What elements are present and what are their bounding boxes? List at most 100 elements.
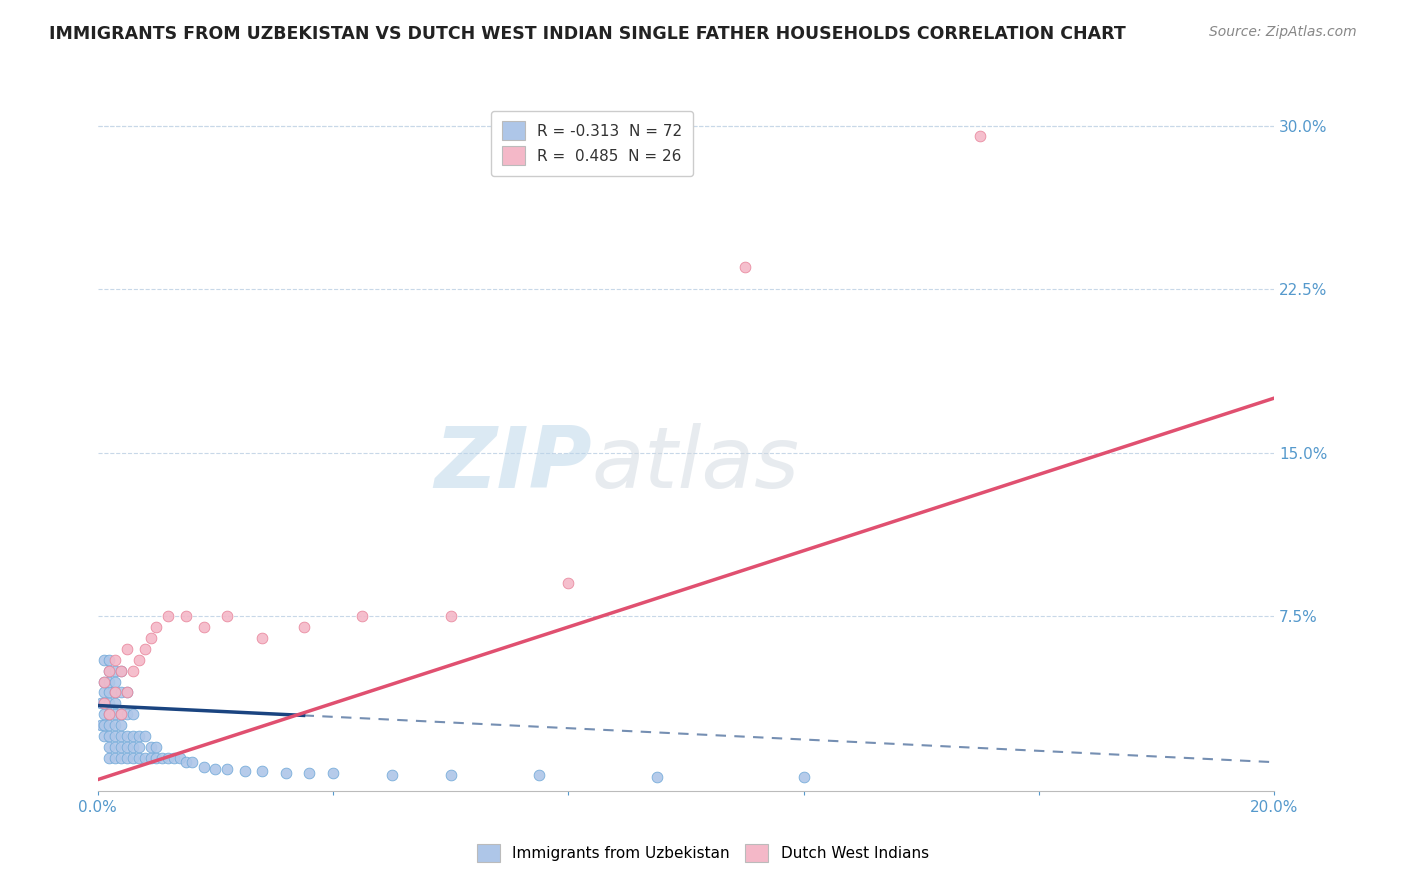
Point bbox=[93, 653, 115, 667]
Point bbox=[128, 653, 150, 667]
Point bbox=[274, 766, 297, 780]
Point bbox=[93, 674, 115, 689]
Point bbox=[90, 718, 112, 732]
Point bbox=[98, 685, 121, 699]
Point bbox=[233, 764, 256, 778]
Point bbox=[98, 674, 121, 689]
Point bbox=[157, 751, 180, 765]
Point bbox=[292, 620, 315, 634]
Point bbox=[104, 729, 127, 743]
Point bbox=[128, 729, 150, 743]
Point bbox=[98, 653, 121, 667]
Point bbox=[93, 696, 115, 710]
Point bbox=[145, 739, 167, 754]
Point bbox=[193, 620, 215, 634]
Point bbox=[93, 707, 115, 722]
Point bbox=[115, 729, 138, 743]
Point bbox=[145, 620, 167, 634]
Point bbox=[204, 762, 226, 776]
Point bbox=[352, 609, 374, 624]
Point bbox=[193, 759, 215, 773]
Point bbox=[217, 762, 239, 776]
Text: atlas: atlas bbox=[592, 423, 800, 506]
Point bbox=[122, 729, 145, 743]
Point bbox=[104, 739, 127, 754]
Point bbox=[252, 631, 274, 645]
Point bbox=[93, 729, 115, 743]
Point bbox=[557, 576, 579, 591]
Point bbox=[98, 696, 121, 710]
Point bbox=[98, 751, 121, 765]
Point bbox=[110, 729, 132, 743]
Point bbox=[163, 751, 186, 765]
Point bbox=[104, 664, 127, 678]
Point bbox=[217, 609, 239, 624]
Point bbox=[645, 771, 668, 785]
Point bbox=[90, 696, 112, 710]
Legend: Immigrants from Uzbekistan, Dutch West Indians: Immigrants from Uzbekistan, Dutch West I… bbox=[471, 838, 935, 868]
Point bbox=[110, 707, 132, 722]
Point bbox=[110, 707, 132, 722]
Point bbox=[104, 685, 127, 699]
Point bbox=[110, 718, 132, 732]
Text: IMMIGRANTS FROM UZBEKISTAN VS DUTCH WEST INDIAN SINGLE FATHER HOUSEHOLDS CORRELA: IMMIGRANTS FROM UZBEKISTAN VS DUTCH WEST… bbox=[49, 25, 1126, 43]
Point bbox=[98, 664, 121, 678]
Point bbox=[134, 641, 156, 656]
Point bbox=[93, 696, 115, 710]
Point bbox=[969, 129, 991, 144]
Point bbox=[440, 768, 463, 782]
Point bbox=[180, 755, 202, 769]
Point bbox=[134, 729, 156, 743]
Point bbox=[793, 771, 815, 785]
Point bbox=[122, 751, 145, 765]
Text: ZIP: ZIP bbox=[434, 423, 592, 506]
Point bbox=[734, 260, 756, 275]
Point bbox=[122, 707, 145, 722]
Point bbox=[169, 751, 191, 765]
Point bbox=[128, 751, 150, 765]
Point bbox=[174, 609, 197, 624]
Point bbox=[115, 685, 138, 699]
Point bbox=[115, 707, 138, 722]
Point bbox=[110, 751, 132, 765]
Point bbox=[98, 739, 121, 754]
Point bbox=[104, 674, 127, 689]
Point bbox=[145, 751, 167, 765]
Point bbox=[298, 766, 321, 780]
Point bbox=[98, 707, 121, 722]
Point bbox=[110, 685, 132, 699]
Point bbox=[110, 739, 132, 754]
Point bbox=[322, 766, 344, 780]
Point bbox=[93, 718, 115, 732]
Point bbox=[139, 739, 162, 754]
Point bbox=[381, 768, 404, 782]
Point bbox=[104, 751, 127, 765]
Point bbox=[128, 739, 150, 754]
Point bbox=[157, 609, 180, 624]
Point bbox=[115, 641, 138, 656]
Point bbox=[93, 685, 115, 699]
Text: Source: ZipAtlas.com: Source: ZipAtlas.com bbox=[1209, 25, 1357, 39]
Point bbox=[110, 664, 132, 678]
Point bbox=[115, 685, 138, 699]
Point bbox=[93, 674, 115, 689]
Point bbox=[104, 653, 127, 667]
Legend: R = -0.313  N = 72, R =  0.485  N = 26: R = -0.313 N = 72, R = 0.485 N = 26 bbox=[491, 111, 693, 176]
Point bbox=[150, 751, 173, 765]
Point bbox=[139, 631, 162, 645]
Point bbox=[104, 685, 127, 699]
Point bbox=[104, 718, 127, 732]
Point bbox=[98, 664, 121, 678]
Point bbox=[98, 707, 121, 722]
Point bbox=[104, 707, 127, 722]
Point bbox=[139, 751, 162, 765]
Point bbox=[115, 751, 138, 765]
Point bbox=[110, 664, 132, 678]
Point bbox=[134, 751, 156, 765]
Point bbox=[174, 755, 197, 769]
Point bbox=[122, 739, 145, 754]
Point bbox=[98, 729, 121, 743]
Point bbox=[252, 764, 274, 778]
Point bbox=[98, 718, 121, 732]
Point bbox=[104, 696, 127, 710]
